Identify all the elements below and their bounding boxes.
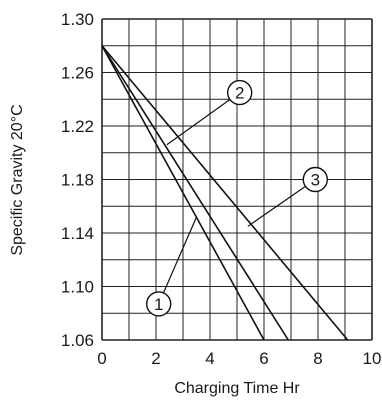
y-tick-label: 1.26 [61,64,94,83]
x-tick-label: 4 [205,349,214,368]
series-line-2 [101,45,289,341]
y-tick-label: 1.10 [61,278,94,297]
x-tick-label: 8 [313,349,322,368]
x-tick-label: 6 [259,349,268,368]
x-axis-label: Charging Time Hr [174,380,300,397]
callout-leader-3 [247,185,306,227]
x-tick-labels: 0 2 4 6 8 10 [97,349,381,368]
y-tick-label: 1.22 [61,117,94,136]
callout-leader-2 [166,99,231,146]
callout-label-2: 2 [235,84,244,103]
y-tick-label: 1.06 [61,331,94,350]
callout-leader-1 [162,216,198,294]
y-axis-label: Specific Gravity 20°C [9,104,26,255]
x-tick-label: 2 [151,349,160,368]
series-line-3 [101,45,349,341]
callout-circle-3 [302,166,328,193]
callouts: 1 2 3 [145,79,328,317]
series-line-1 [101,45,265,341]
y-tick-label: 1.30 [61,10,94,29]
x-tick-label: 10 [363,349,382,368]
callout-label-1: 1 [154,295,163,314]
callout-circle-1 [145,291,172,317]
callout-label-3: 3 [311,171,320,190]
x-tick-label: 0 [97,349,106,368]
y-tick-label: 1.18 [61,171,94,190]
callout-circle-2 [226,79,253,106]
series-lines [101,45,349,341]
grid [101,18,373,341]
y-tick-label: 1.14 [61,224,94,243]
y-tick-labels: 1.06 1.10 1.14 1.18 1.22 1.26 1.30 [61,10,94,350]
